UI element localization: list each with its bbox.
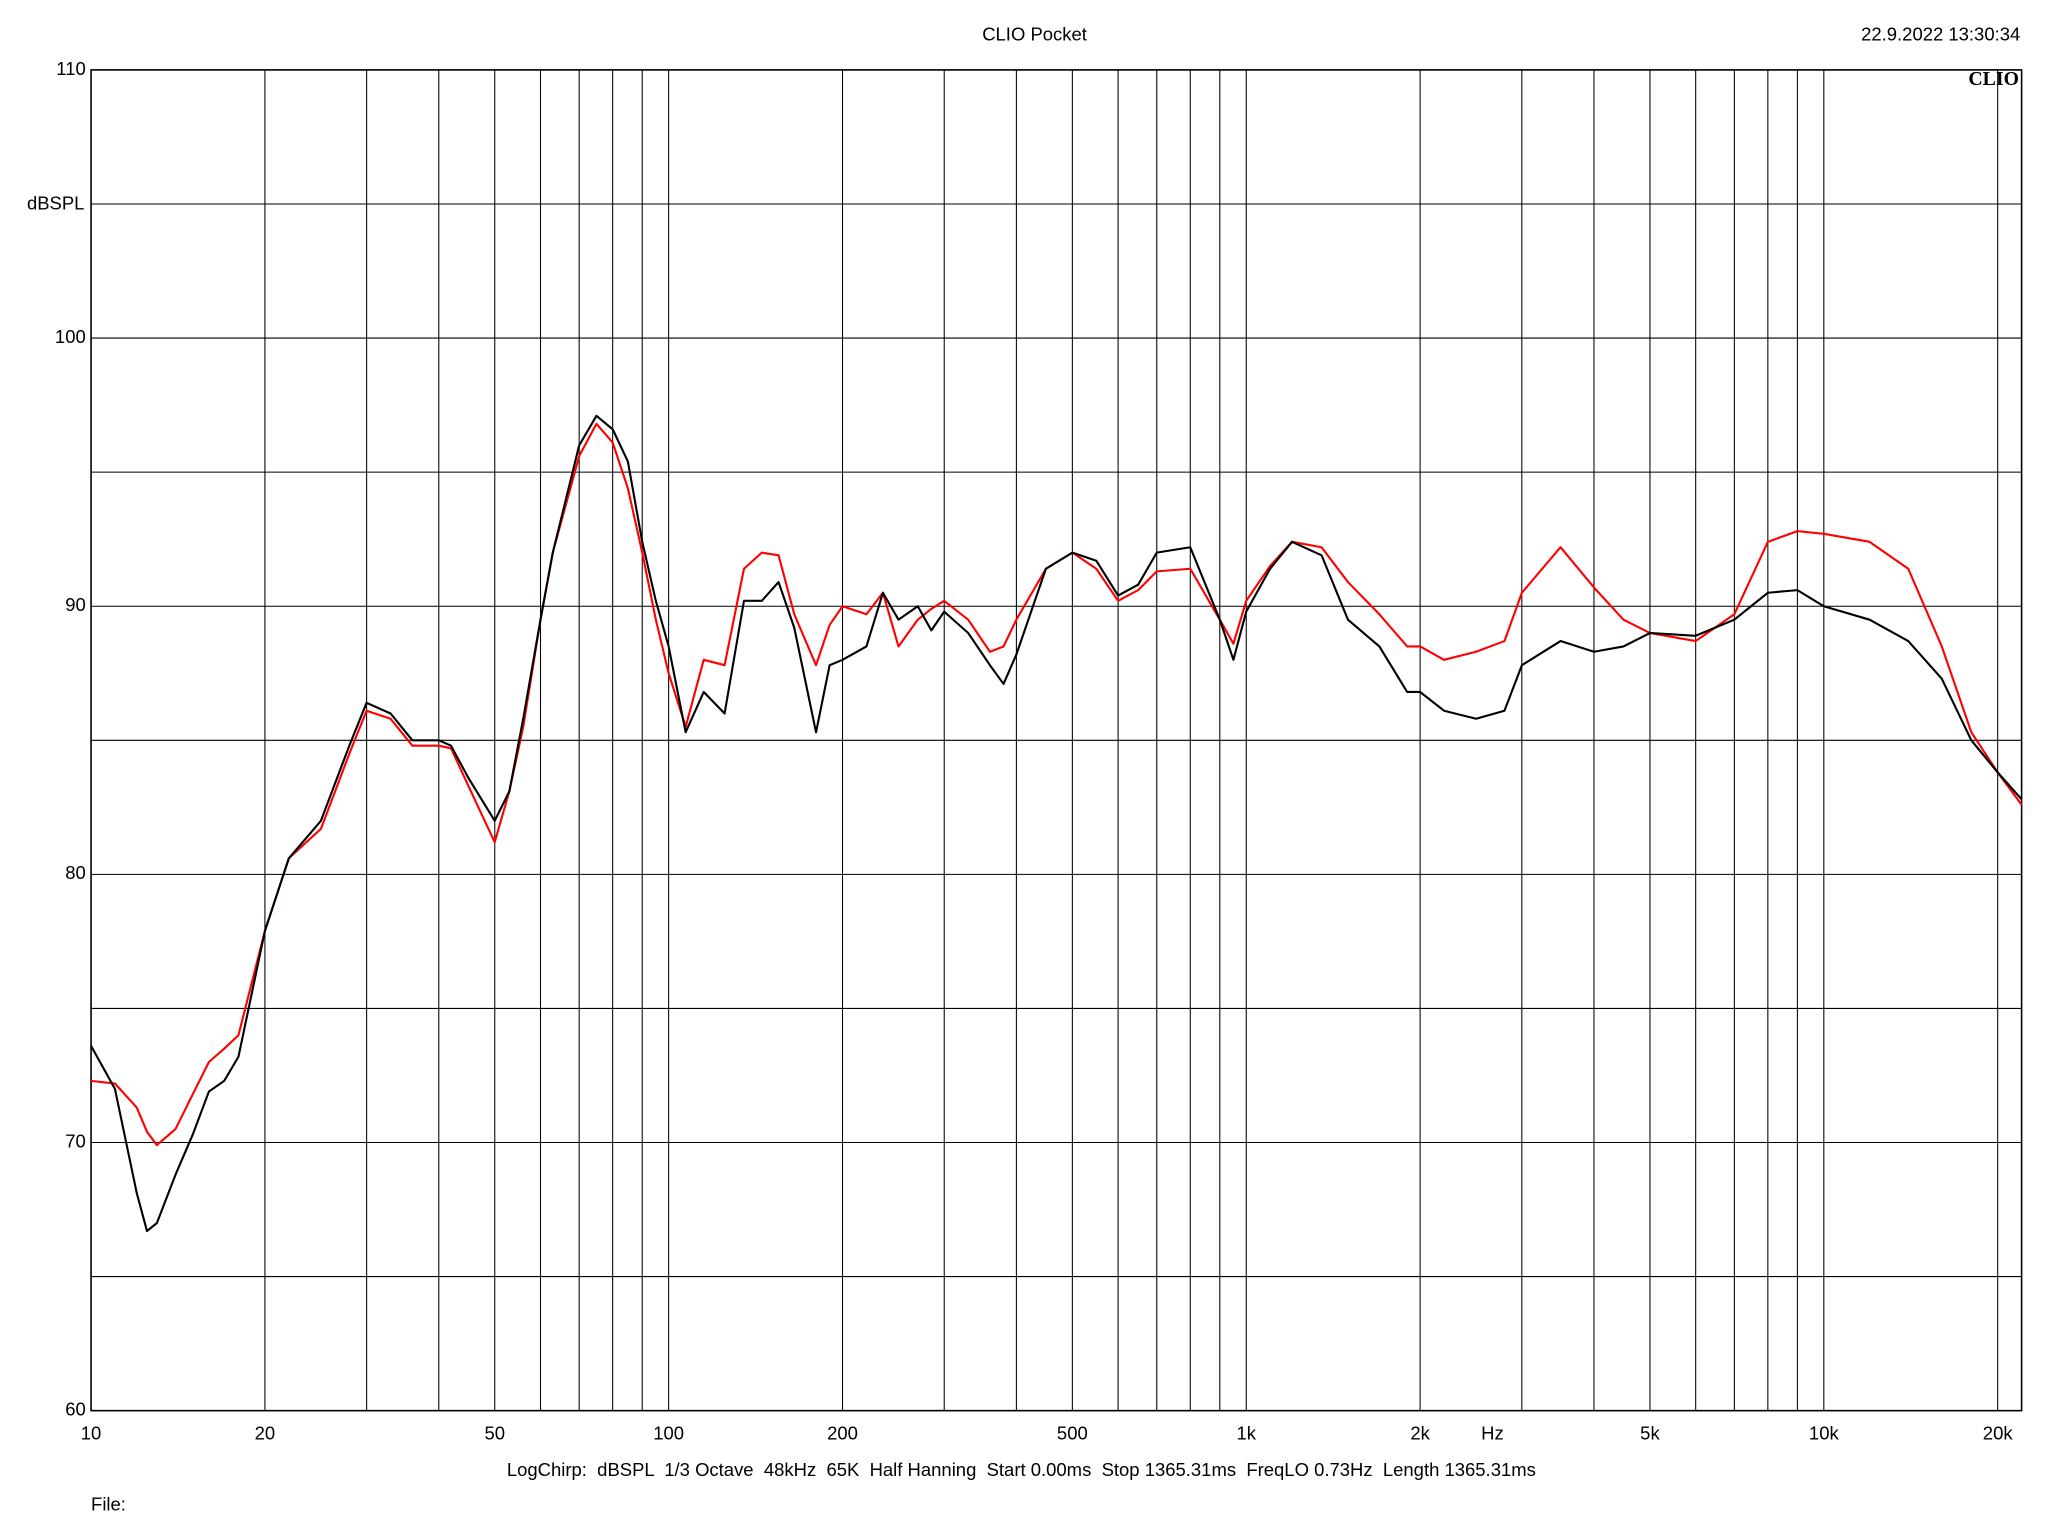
timestamp: 22.9.2022 13:30:34 <box>1861 24 2020 45</box>
measurement-settings: LogChirp: dBSPL 1/3 Octave 48kHz 65K Hal… <box>507 1459 1536 1480</box>
x-tick-label: 1k <box>1236 1422 1256 1443</box>
x-tick-label: 20k <box>1983 1422 2014 1443</box>
x-axis-label: Hz <box>1481 1422 1504 1443</box>
y-tick-label: 90 <box>65 594 86 615</box>
x-tick-label: 10 <box>81 1422 102 1443</box>
x-tick-label: 10k <box>1809 1422 1840 1443</box>
series-line <box>90 414 2023 1233</box>
y-axis-label: dBSPL <box>27 192 85 213</box>
series-line <box>90 422 2023 1147</box>
file-label: File: <box>91 1494 126 1515</box>
x-tick-label: 5k <box>1640 1422 1660 1443</box>
x-tick-label: 100 <box>653 1422 684 1443</box>
logo: CLIO <box>1968 68 2019 90</box>
y-tick-label: 60 <box>65 1399 86 1420</box>
chart-title: CLIO Pocket <box>982 24 1087 45</box>
y-tick-label: 100 <box>55 326 86 347</box>
y-tick-label: 110 <box>56 58 85 79</box>
x-tick-label: 20 <box>255 1422 276 1443</box>
x-tick-label: 200 <box>827 1422 858 1443</box>
y-tick-label: 70 <box>65 1130 86 1151</box>
x-tick-label: 500 <box>1057 1422 1088 1443</box>
x-tick-label: 2k <box>1410 1422 1430 1443</box>
x-tick-label: 50 <box>484 1422 505 1443</box>
y-tick-label: 80 <box>65 862 86 883</box>
